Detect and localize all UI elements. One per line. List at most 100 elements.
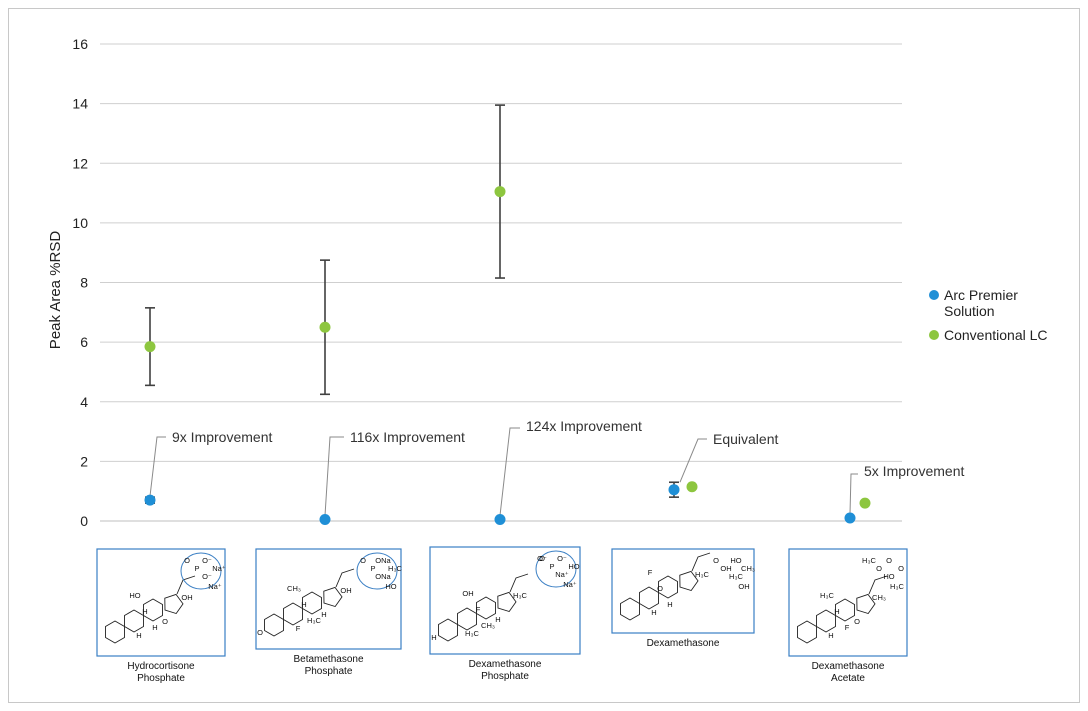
atom-label: O	[257, 628, 263, 637]
structure-box	[611, 548, 755, 634]
chain-bond	[509, 573, 529, 593]
ring-bond	[476, 596, 496, 620]
chain-bond	[176, 575, 196, 595]
atom-label: P	[370, 564, 375, 573]
atom-label: O	[162, 617, 168, 626]
annotation-leader	[149, 436, 166, 497]
y-tick-label: 6	[80, 334, 88, 350]
atom-label: OH	[462, 589, 473, 598]
atom-label: OH	[720, 564, 731, 573]
annotation-label: Equivalent	[713, 431, 778, 447]
ring-bond	[658, 575, 678, 599]
atom-label: H₃C	[465, 629, 479, 638]
structure-name: Betamethasone	[293, 654, 363, 665]
atom-label: O	[898, 564, 904, 573]
atom-label: O⁻	[557, 554, 567, 563]
atom-label: Na⁺	[208, 582, 222, 591]
atom-label: H	[321, 610, 326, 619]
legend-label: Conventional LC	[944, 327, 1048, 343]
annotation-leader	[679, 438, 707, 483]
atom-label: Na⁺	[212, 564, 226, 573]
annotation-leader	[324, 436, 344, 516]
atom-label: H	[495, 615, 500, 624]
structure-name: Dexamethasone	[647, 638, 720, 649]
atom-label: Na⁺	[563, 580, 577, 589]
atom-label: H	[651, 608, 656, 617]
atom-label: H₃C	[695, 570, 709, 579]
atom-label: H	[834, 607, 839, 616]
atom-label: H₃C	[307, 616, 321, 625]
atom-label: O	[539, 554, 545, 563]
ring-bond	[164, 593, 184, 615]
atom-label: OH	[181, 593, 192, 602]
atom-label: CH₃	[481, 621, 495, 630]
atom-label: O	[876, 564, 882, 573]
atom-label: H	[301, 600, 306, 609]
atom-label: H₃C	[820, 591, 834, 600]
atom-label: O⁻	[202, 556, 212, 565]
atom-label: HO	[730, 556, 741, 565]
structure-box	[96, 548, 226, 657]
data-point	[844, 512, 856, 524]
ring-bond	[143, 598, 163, 622]
y-tick-label: 4	[80, 394, 88, 410]
atom-label: CH₃	[287, 584, 301, 593]
atom-label: HO	[129, 591, 140, 600]
chemical-structures: OPO⁻O⁻Na⁺Na⁺OHHOHHHOHydrocortisonePhosph…	[96, 546, 908, 684]
atom-label: H	[667, 600, 672, 609]
data-point	[686, 481, 698, 493]
y-tick-label: 12	[72, 155, 88, 171]
y-tick-label: 14	[72, 96, 88, 112]
atom-label: O	[886, 556, 892, 565]
atom-label: O	[854, 617, 860, 626]
atom-label: H₃C	[513, 591, 527, 600]
structure-box	[788, 548, 908, 657]
ring-bond	[835, 598, 855, 622]
annotation-leader	[849, 473, 858, 515]
atom-label: F	[476, 605, 481, 614]
atom-label: CH₃	[741, 564, 755, 573]
annotation-label: 124x Improvement	[526, 418, 642, 434]
atom-label: H₃C	[729, 572, 743, 581]
ring-bond	[856, 593, 876, 615]
structure-panel: OPONaONaHOH₃COHCH₃H₃CFHHOBetamethasonePh…	[255, 548, 403, 677]
chart-frame	[8, 8, 1080, 703]
data-point	[144, 341, 156, 353]
atom-label: O	[713, 556, 719, 565]
atom-label: P	[194, 564, 199, 573]
data-point	[494, 186, 506, 198]
atom-label: H₃C	[388, 564, 402, 573]
structure-panel: OPO⁻O⁻Na⁺Na⁺OHHOHHHOHydrocortisonePhosph…	[96, 548, 226, 684]
annotation-label: 116x Improvement	[350, 429, 465, 445]
atom-label: F	[296, 624, 301, 633]
atom-label: OH	[340, 586, 351, 595]
ring-bond	[323, 586, 343, 608]
atom-label: CH₃	[872, 593, 886, 602]
atom-label: HO	[568, 562, 579, 571]
atom-label: H	[136, 631, 141, 640]
annotation-leader	[499, 427, 520, 516]
highlight-circle	[356, 552, 398, 590]
atom-label: ONa	[375, 572, 391, 581]
atom-label: H	[828, 631, 833, 640]
atom-label: F	[845, 623, 850, 632]
atom-label: O⁻	[537, 554, 547, 563]
atom-label: H₃C	[862, 556, 876, 565]
structure-name: Phosphate	[481, 671, 529, 682]
ring-bond	[302, 591, 322, 615]
gridlines	[100, 43, 902, 522]
atom-label: OH	[738, 582, 749, 591]
y-tick-label: 8	[80, 275, 88, 291]
data-point	[668, 484, 680, 496]
structure-name: Dexamethasone	[812, 661, 885, 672]
data-point	[859, 497, 871, 509]
structure-name: Acetate	[831, 673, 865, 684]
y-tick-label: 10	[72, 215, 88, 231]
atom-label: P	[549, 562, 554, 571]
structure-panel: O⁻PO⁻Na⁺Na⁺HOH₃COHCH₃H₃CFHHODexamethason…	[429, 546, 581, 682]
atom-label: F	[648, 568, 653, 577]
data-point	[144, 494, 156, 506]
chain-bond	[691, 552, 711, 572]
